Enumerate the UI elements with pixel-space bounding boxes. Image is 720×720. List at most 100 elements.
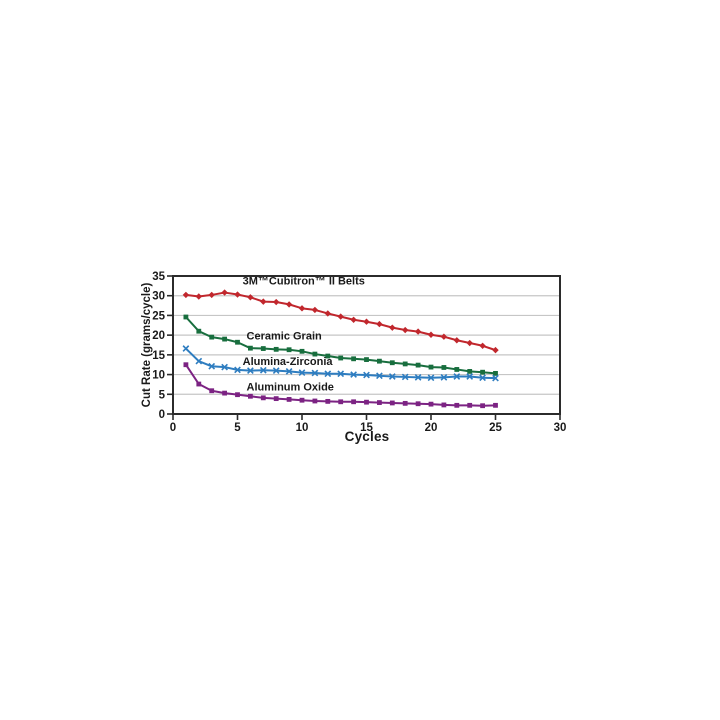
series-1-marker [312,351,318,357]
series-1-marker [235,339,240,345]
series-2-marker [479,374,486,382]
series-2-marker [259,366,267,374]
series-3-marker [441,402,447,408]
series-label-1: Ceramic Grain [247,330,322,342]
series-3-marker [248,393,253,399]
x-tick-label-10: 10 [296,422,309,434]
series-2-marker [208,362,216,370]
series-0-marker [182,291,190,299]
series-1-marker [325,353,331,359]
series-2-marker [453,373,461,380]
x-tick-label-0: 0 [170,422,176,434]
x-tick-label-15: 15 [360,422,373,434]
series-3-marker [364,399,369,405]
series-2-marker [311,369,319,377]
series-1-marker [364,357,369,362]
series-0-marker [492,346,499,354]
series-3-marker [338,399,344,405]
series-0-marker [324,310,331,317]
series-3-marker [351,399,356,405]
series-2-marker [337,370,345,378]
y-tick-label-25: 25 [152,310,165,322]
series-2-marker [298,369,306,376]
series-3-marker [480,403,485,409]
series-3-marker [389,400,395,406]
series-0-marker [260,298,267,305]
series-0-marker [247,294,254,301]
y-tick-label-5: 5 [159,389,166,401]
series-0-marker [479,342,486,349]
series-3-marker [299,397,305,403]
y-tick-label-20: 20 [152,330,165,342]
series-2-marker [272,367,280,374]
series-2-marker [234,366,241,374]
series-1-marker [183,314,189,320]
series-1-marker [480,369,485,375]
series-1-marker [428,364,434,370]
series-1-marker [338,355,344,361]
series-1-marker [467,369,473,374]
series-2-marker [247,367,254,374]
series-3-marker [235,392,240,398]
series-3-marker [260,395,266,401]
series-0-marker [298,305,306,312]
series-3-marker [273,396,279,402]
series-label-2: Alumina-Zirconia [243,356,334,368]
series-label-3: Aluminum Oxide [247,382,334,394]
series-0-marker [273,298,280,306]
series-2-marker [324,370,332,378]
series-2-marker [466,373,474,380]
series-0-marker [376,320,383,328]
series-1-marker [248,345,253,351]
series-3-marker [377,400,382,405]
series-2-marker [195,357,203,365]
y-axis-title: Cut Rate (grams/cycle) [141,283,153,408]
series-1-marker [260,346,266,351]
series-3-marker [428,401,434,407]
plot-border [172,275,561,415]
series-0-marker [208,291,215,299]
series-2-marker [401,373,409,381]
series-0-marker [427,331,435,338]
series-1-marker [299,348,305,354]
series-1-marker [454,367,460,372]
series-1-marker [415,362,421,368]
series-1-marker [286,347,292,353]
series-0-marker [402,326,409,334]
chart-generated-layer: 3M™Cubitron™ II Belts Ceramic Grain Alumin… [152,271,566,434]
series-1-marker [196,328,202,334]
series-0-marker [453,337,460,344]
series-1-marker [222,336,227,342]
series-0-marker [195,293,202,300]
x-tick-label-5: 5 [234,422,241,434]
x-tick-label-20: 20 [425,422,438,434]
series-2-marker [363,371,370,379]
series-line-1 [185,316,496,375]
plot-area: 3M™Cubitron™ II Belts Ceramic Grain Alumin… [141,271,566,444]
y-tick-label-15: 15 [152,350,165,362]
series-0-marker [440,333,448,340]
series-3-marker [454,402,460,408]
series-0-marker [414,328,422,335]
series-0-marker [311,306,319,314]
series-2-marker [350,371,357,378]
x-axis-title: Cycles [345,429,390,444]
series-2-marker [427,374,435,382]
series-0-marker [389,324,396,331]
series-0-marker [363,318,370,325]
series-3-marker [402,400,408,406]
series-2-marker [440,373,448,381]
series-1-marker [441,365,447,370]
series-1-marker [209,334,215,340]
series-1-marker [389,360,395,366]
x-tick-label-25: 25 [489,422,502,434]
y-tick-label-35: 35 [152,271,165,283]
series-3-marker [222,390,227,396]
x-tick-label-30: 30 [554,422,567,434]
y-tick-label-0: 0 [159,409,165,421]
series-1-marker [351,356,356,362]
series-3-marker [467,402,473,408]
series-3-marker [325,398,331,404]
series-2-marker [492,374,499,382]
series-2-marker [182,345,190,352]
